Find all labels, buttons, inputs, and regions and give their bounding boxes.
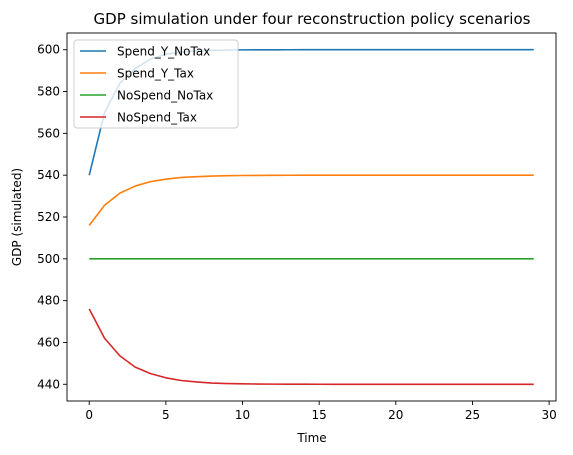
legend-items: Spend_Y_NoTax Spend_Y_Tax NoSpend_NoTax NoS… [80,45,213,125]
x-tick-label: 30 [541,408,556,422]
ticks-group: 0 5 10 15 20 25 30 440 460 480 500 520 540 560 580 600 [37,43,557,422]
legend-label: NoSpend_NoTax [117,89,213,103]
y-tick-label: 600 [37,43,60,57]
plot-frame [66,32,557,402]
y-tick-label: 580 [37,85,60,99]
y-tick-label: 560 [37,126,60,140]
x-axis-label: Time [296,431,326,445]
y-tick-label: 540 [37,168,60,182]
legend-label: Spend_Y_Tax [117,67,194,81]
legend-box [73,39,239,129]
legend: Spend_Y_NoTax Spend_Y_Tax NoSpend_NoTax NoS… [73,39,239,129]
x-tick-label: 20 [388,408,403,422]
chart-title: GDP simulation under four reconstruction… [94,10,531,28]
y-tick-label: 460 [37,335,60,349]
x-tick-label: 25 [465,408,480,422]
series-line-3 [88,308,534,386]
y-tick-label: 520 [37,210,60,224]
legend-label: Spend_Y_NoTax [117,45,210,59]
x-tick-label: 0 [85,408,93,422]
series-line-1 [88,174,534,226]
y-axis-label: GDP (simulated) [10,168,24,266]
y-tick-label: 480 [37,294,60,308]
y-tick-label: 500 [37,252,60,266]
legend-label: NoSpend_Tax [117,111,197,125]
x-tick-label: 15 [312,408,327,422]
x-tick-label: 5 [162,408,170,422]
x-tick-label: 10 [235,408,250,422]
y-tick-label: 440 [37,377,60,391]
